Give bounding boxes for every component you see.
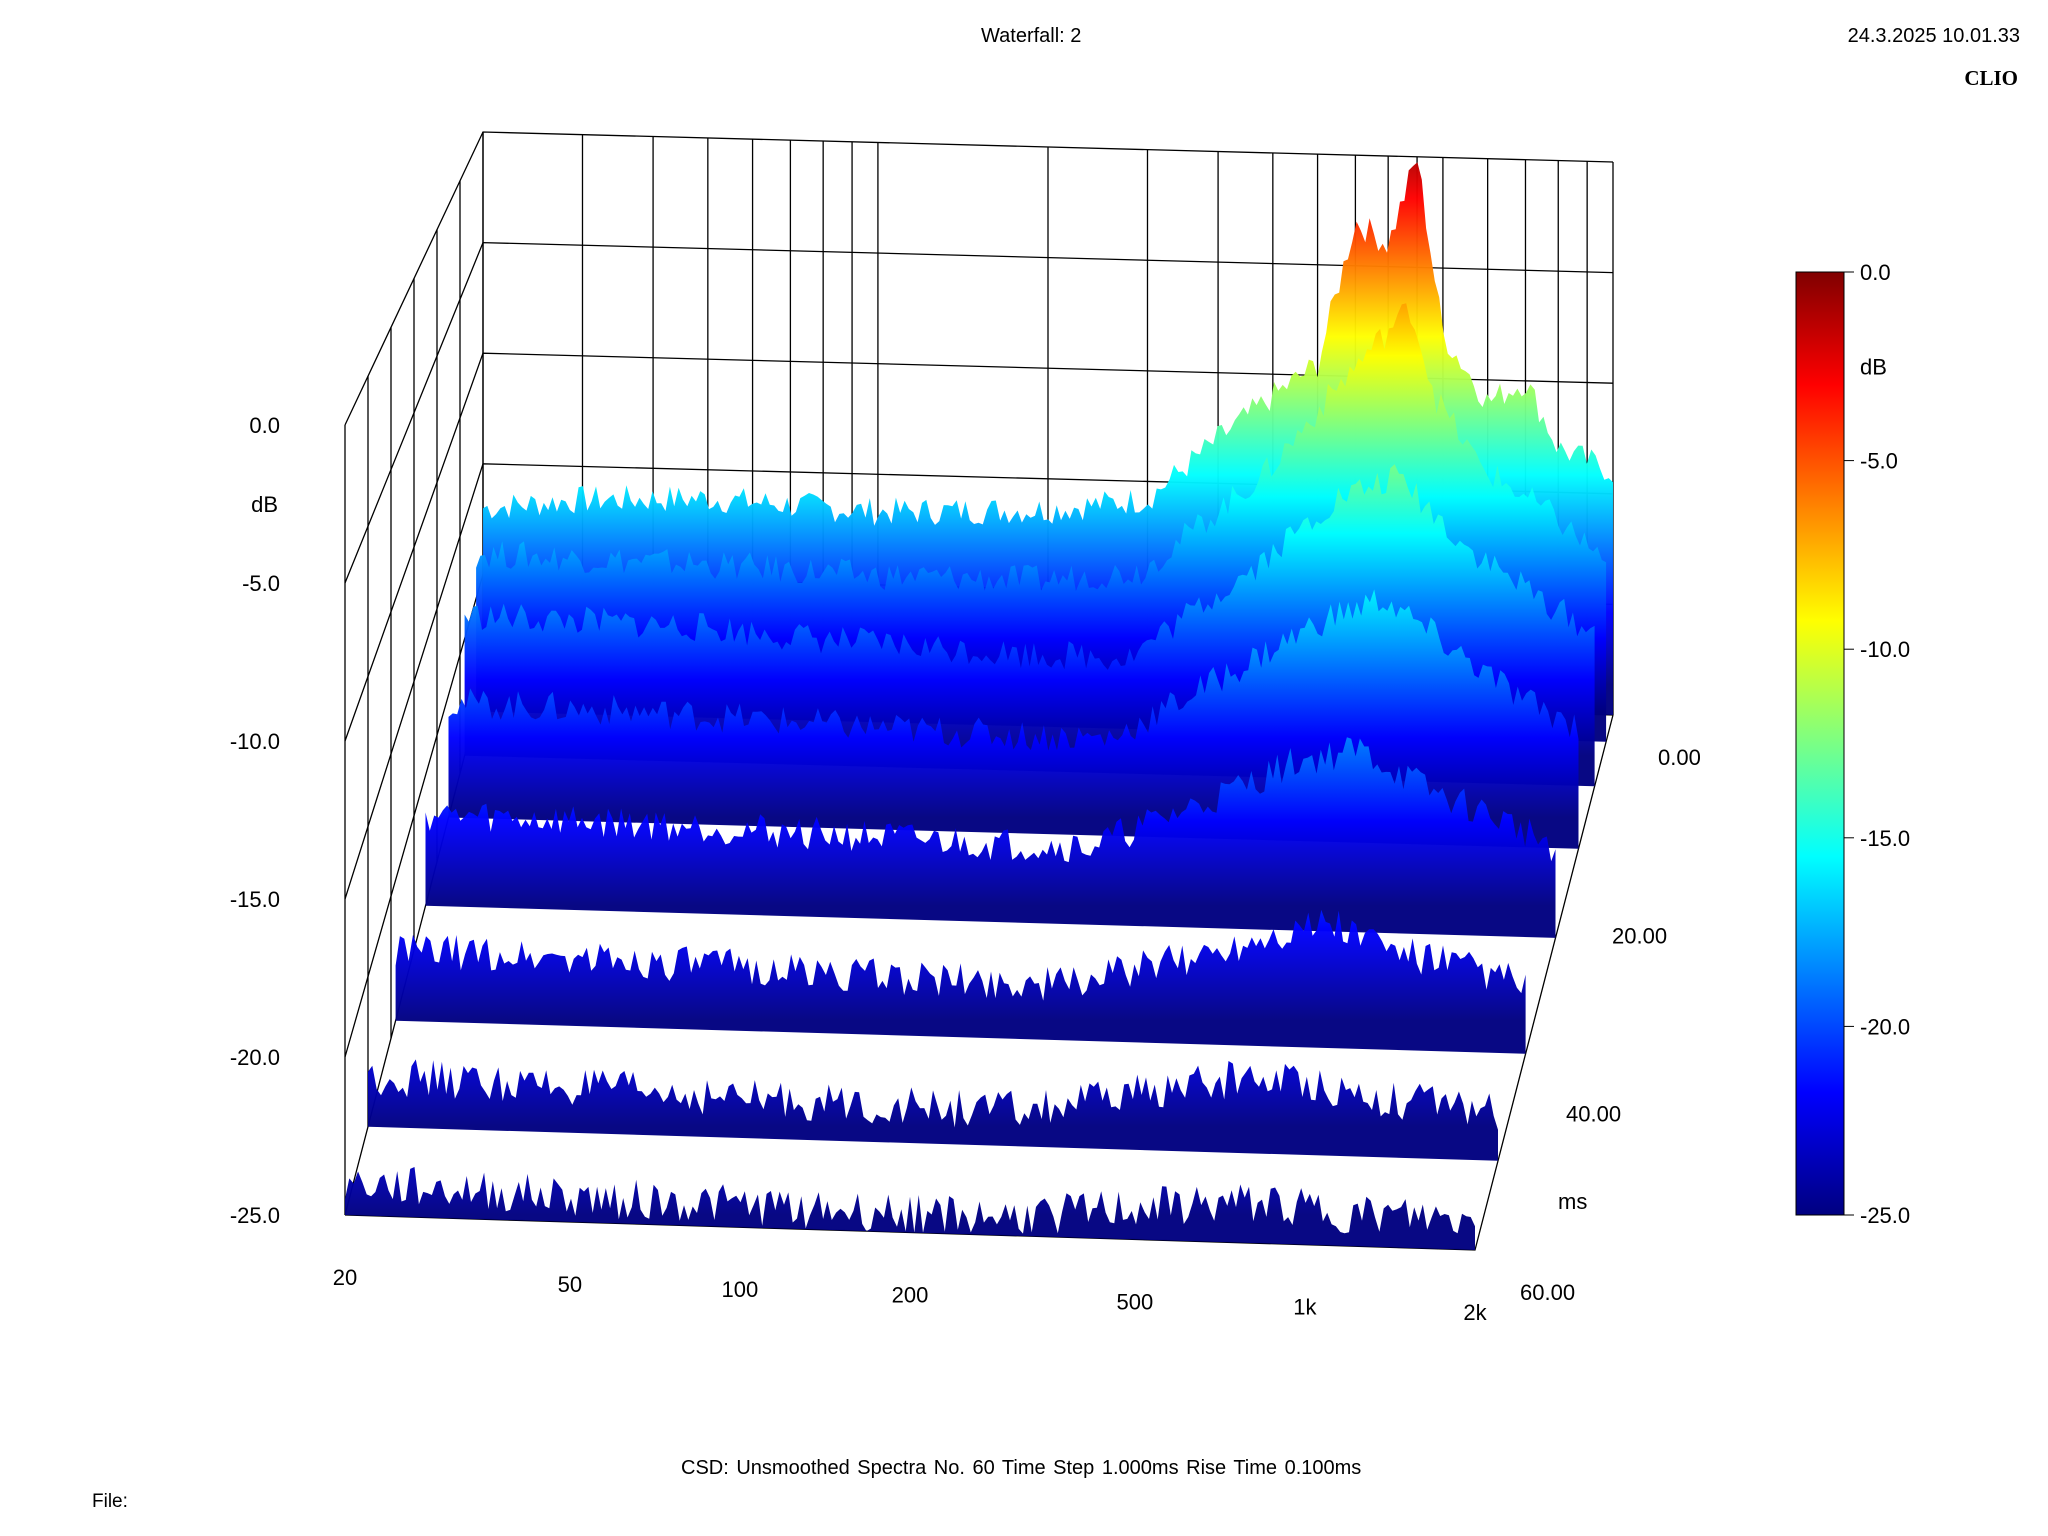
colorbar-unit: dB [1860,354,1887,379]
z-tick-label: -15.0 [230,887,280,912]
colorbar-tick-label: -15.0 [1860,826,1910,851]
spectrum-slice [345,1167,1475,1250]
z-tick-label: -10.0 [230,729,280,754]
z-tick-label: -5.0 [242,571,280,596]
timestamp: 24.3.2025 10.01.33 [1847,25,2020,47]
x-tick-label: 500 [1116,1289,1153,1314]
chart-title: Waterfall: 2 [981,25,1082,47]
colorbar-tick-label: -10.0 [1860,637,1910,662]
spectrum-slice [395,909,1526,1054]
x-tick-label: 100 [722,1277,759,1302]
x-tick-label: 50 [558,1272,582,1297]
t-tick-label: 0.00 [1658,745,1701,770]
file-label: File: [92,1491,128,1512]
t-tick-label: 20.00 [1612,923,1667,948]
colorbar-gradient [1795,271,1845,1216]
t-tick-label: 40.00 [1566,1102,1621,1127]
z-tick-label: 0.0 [249,413,280,438]
axis-labels: 20 50 100 200 500 1k 2k 0.0 -5.0 -10.0 -15.0 -20.0 -… [230,413,1701,1325]
measurement-info: CSD: Unsmoothed Spectra No. 60 Time Step… [681,1457,1362,1479]
x-tick-label: 200 [892,1283,929,1308]
colorbar-tick-label: -25.0 [1860,1203,1910,1228]
colorbar-tick-label: -20.0 [1860,1014,1910,1039]
z-tick-label: -25.0 [230,1203,280,1228]
spectrum-slice [425,737,1556,938]
t-axis-unit: ms [1558,1189,1587,1214]
colorbar-tick-label: -5.0 [1860,449,1898,474]
x-tick-label: 20 [333,1265,357,1290]
spectrum-slice [368,1059,1498,1161]
z-tick-label: -20.0 [230,1045,280,1070]
colorbar: 0.0 -5.0 -10.0 -15.0 -20.0 -25.0 dB [1795,260,1910,1228]
colorbar-tick-label: 0.0 [1860,260,1891,285]
x-tick-label: 1k [1293,1295,1317,1320]
brand-logo: CLIO [1964,66,2018,90]
z-axis-unit: dB [251,492,278,517]
t-tick-label: 60.00 [1520,1280,1575,1305]
waterfall-surface [345,162,1613,1250]
x-tick-label: 2k [1463,1300,1487,1325]
